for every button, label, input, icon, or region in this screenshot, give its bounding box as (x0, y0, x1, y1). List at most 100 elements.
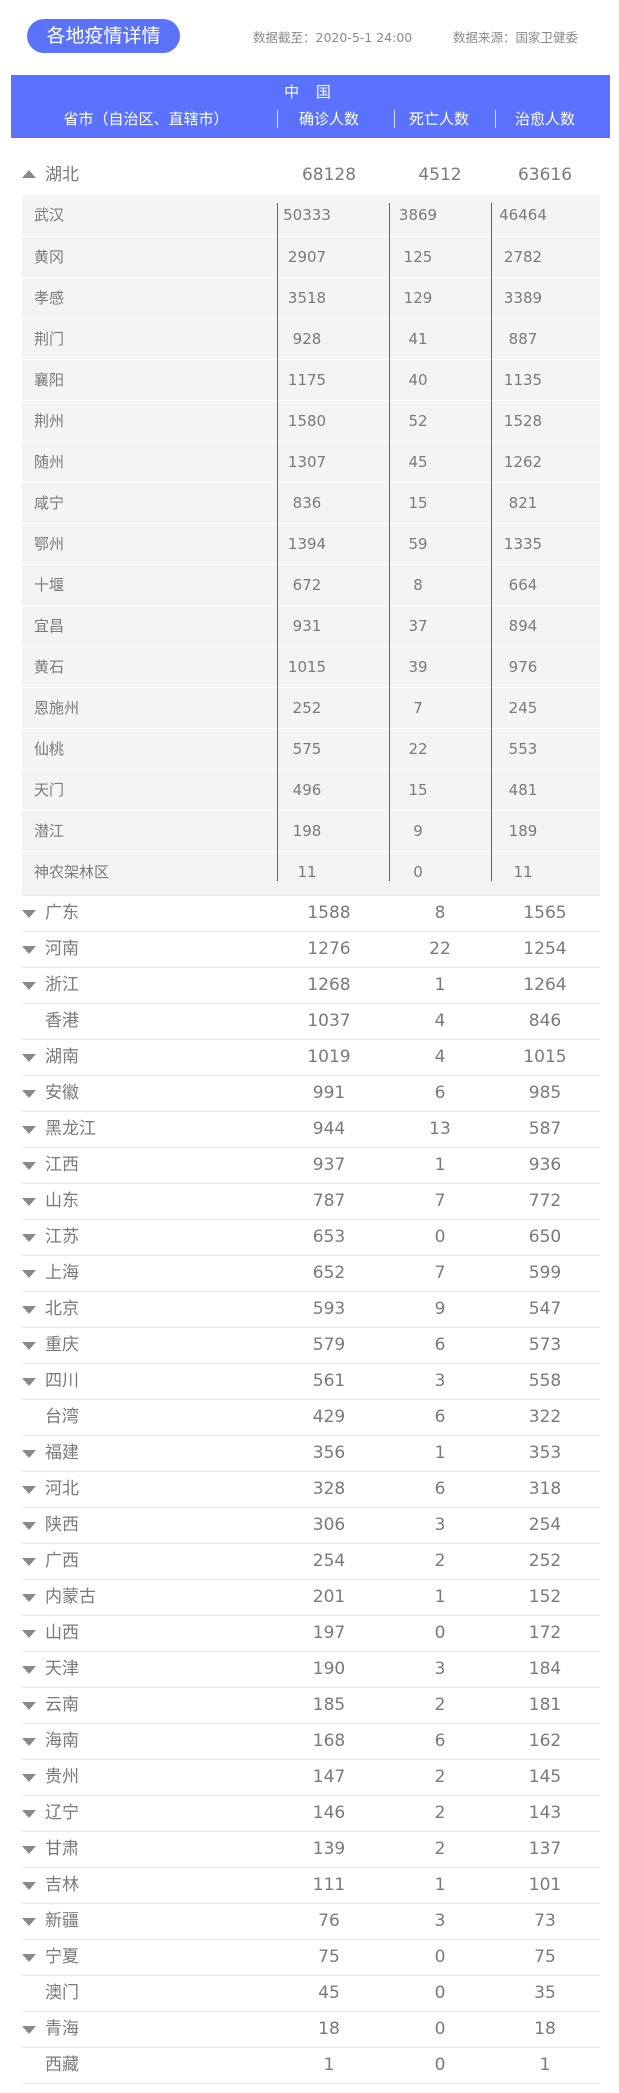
triangle-down-icon[interactable] (22, 1090, 36, 1098)
province-name: 贵州 (45, 1767, 79, 1787)
triangle-down-icon[interactable] (22, 1450, 36, 1458)
cured-count: 162 (528, 1731, 562, 1751)
province-row[interactable]: 江西 937 1 936 (22, 1148, 600, 1184)
province-row[interactable]: 北京 593 9 547 (22, 1292, 600, 1328)
triangle-down-icon[interactable] (22, 1774, 36, 1782)
triangle-down-icon[interactable] (22, 1198, 36, 1206)
province-row[interactable]: 山西 197 0 172 (22, 1616, 600, 1652)
triangle-down-icon[interactable] (22, 1954, 36, 1962)
city-name: 随州 (34, 453, 65, 471)
death-count: 2 (434, 1839, 446, 1859)
province-row[interactable]: 青海 18 0 18 (22, 2012, 600, 2048)
triangle-down-icon[interactable] (22, 1378, 36, 1386)
city-name: 武汉 (34, 206, 65, 224)
province-row[interactable]: 河南 1276 22 1254 (22, 932, 600, 968)
province-row[interactable]: 重庆 579 6 573 (22, 1328, 600, 1364)
triangle-down-icon[interactable] (22, 1126, 36, 1134)
confirmed-count: 68128 (301, 165, 357, 185)
cured-count: 599 (528, 1263, 562, 1283)
triangle-down-icon[interactable] (22, 1630, 36, 1638)
death-count: 22 (429, 939, 451, 959)
death-count: 0 (434, 1227, 446, 1247)
province-row[interactable]: 山东 787 7 772 (22, 1184, 600, 1220)
cured-count: 1565 (523, 903, 567, 923)
province-row[interactable]: 广东 1588 8 1565 (22, 896, 600, 932)
province-row[interactable]: 四川 561 3 558 (22, 1364, 600, 1400)
triangle-down-icon[interactable] (22, 1594, 36, 1602)
triangle-down-icon[interactable] (22, 1306, 36, 1314)
province-row[interactable]: 福建 356 1 353 (22, 1436, 600, 1472)
province-row[interactable]: 浙江 1268 1 1264 (22, 968, 600, 1004)
col-confirmed: 确诊人数 (298, 110, 359, 128)
city-name: 咸宁 (34, 494, 65, 512)
confirmed-count: 197 (312, 1623, 346, 1643)
triangle-down-icon[interactable] (22, 1918, 36, 1926)
province-row[interactable]: 天津 190 3 184 (22, 1652, 600, 1688)
province-row[interactable]: 安徽 991 6 985 (22, 1076, 600, 1112)
province-row[interactable]: 吉林 111 1 101 (22, 1868, 600, 1904)
triangle-down-icon[interactable] (22, 1702, 36, 1710)
triangle-down-icon[interactable] (22, 910, 36, 918)
death-count: 2 (434, 1803, 446, 1823)
province-row[interactable]: 新疆 76 3 73 (22, 1904, 600, 1940)
death-count: 9 (434, 1299, 446, 1319)
province-row[interactable]: 辽宁 146 2 143 (22, 1796, 600, 1832)
province-row[interactable]: 甘肃 139 2 137 (22, 1832, 600, 1868)
province-row[interactable]: 广西 254 2 252 (22, 1544, 600, 1580)
cured-count: 553 (508, 740, 538, 758)
death-count: 3 (434, 1659, 446, 1679)
confirmed-count: 928 (292, 330, 322, 348)
triangle-down-icon[interactable] (22, 1162, 36, 1170)
city-name: 仙桃 (34, 740, 65, 758)
province-row[interactable]: 内蒙古 201 1 152 (22, 1580, 600, 1616)
province-row[interactable]: 湖南 1019 4 1015 (22, 1040, 600, 1076)
confirmed-count: 787 (312, 1191, 346, 1211)
triangle-down-icon[interactable] (22, 1810, 36, 1818)
triangle-down-icon[interactable] (22, 1666, 36, 1674)
province-name: 河南 (45, 939, 79, 959)
province-row[interactable]: 河北 328 6 318 (22, 1472, 600, 1508)
triangle-down-icon[interactable] (22, 2026, 36, 2034)
province-row[interactable]: 陕西 306 3 254 (22, 1508, 600, 1544)
triangle-down-icon[interactable] (22, 1234, 36, 1242)
triangle-down-icon[interactable] (22, 946, 36, 954)
province-row[interactable]: 黑龙江 944 13 587 (22, 1112, 600, 1148)
cured-count: 46464 (499, 206, 547, 224)
province-row-hubei[interactable]: 湖北 68128 4512 63616 (22, 158, 600, 194)
confirmed-count: 146 (312, 1803, 346, 1823)
cured-count: 846 (528, 1011, 562, 1031)
city-name: 神农架林区 (34, 863, 110, 881)
province-row[interactable]: 海南 168 6 162 (22, 1724, 600, 1760)
province-name: 江苏 (45, 1227, 79, 1247)
triangle-down-icon[interactable] (22, 1882, 36, 1890)
province-row[interactable]: 上海 652 7 599 (22, 1256, 600, 1292)
triangle-up-icon[interactable] (22, 170, 36, 178)
triangle-down-icon[interactable] (22, 1342, 36, 1350)
triangle-down-icon[interactable] (22, 982, 36, 990)
triangle-down-icon[interactable] (22, 1054, 36, 1062)
triangle-down-icon[interactable] (22, 1270, 36, 1278)
triangle-down-icon[interactable] (22, 1522, 36, 1530)
city-name: 潜江 (34, 822, 65, 840)
death-count: 45 (408, 453, 428, 471)
cured-count: 172 (528, 1623, 562, 1643)
triangle-down-icon[interactable] (22, 1558, 36, 1566)
confirmed-count: 18 (318, 2019, 340, 2039)
province-name: 江西 (45, 1155, 79, 1175)
confirmed-count: 50333 (283, 206, 331, 224)
triangle-down-icon[interactable] (22, 1486, 36, 1494)
province-row[interactable]: 江苏 653 0 650 (22, 1220, 600, 1256)
province-name: 甘肃 (45, 1839, 79, 1859)
province-row[interactable]: 宁夏 75 0 75 (22, 1940, 600, 1976)
city-name: 天门 (34, 781, 65, 799)
province-row[interactable]: 贵州 147 2 145 (22, 1760, 600, 1796)
confirmed-count: 1175 (287, 371, 327, 389)
triangle-down-icon[interactable] (22, 1846, 36, 1854)
province-row[interactable]: 云南 185 2 181 (22, 1688, 600, 1724)
death-count: 125 (403, 248, 433, 266)
city-row: 襄阳 1175 40 1135 (22, 359, 600, 400)
triangle-down-icon[interactable] (22, 1738, 36, 1746)
province-name: 天津 (45, 1659, 79, 1679)
cured-count: 1335 (503, 535, 543, 553)
death-count: 1 (434, 1875, 446, 1895)
